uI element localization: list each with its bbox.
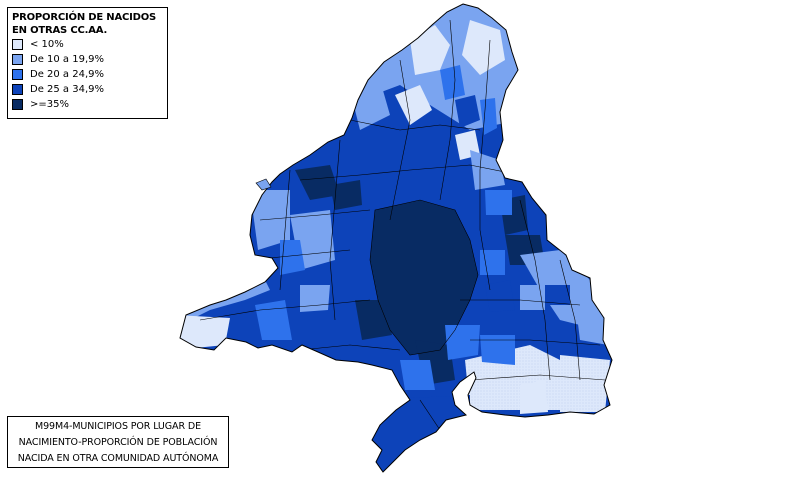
- legend-item: De 10 a 19,9%: [12, 52, 163, 67]
- legend-label: De 20 a 24,9%: [30, 68, 105, 80]
- map-legend: PROPORCIÓN DE NACIDOS EN OTRAS CC.AA. < …: [7, 7, 168, 119]
- legend-swatch: [12, 54, 23, 65]
- legend-item: De 25 a 34,9%: [12, 82, 163, 97]
- legend-item: < 10%: [12, 37, 163, 52]
- legend-swatch: [12, 84, 23, 95]
- legend-swatch: [12, 99, 23, 110]
- legend-label: De 25 a 34,9%: [30, 83, 105, 95]
- legend-item: >=35%: [12, 97, 163, 112]
- exclave: [255, 178, 272, 191]
- legend-label: De 10 a 19,9%: [30, 53, 105, 65]
- map-caption: M99M4-MUNICIPIOS POR LUGAR DE NACIMIENTO…: [7, 416, 229, 468]
- caption-line: M99M4-MUNICIPIOS POR LUGAR DE: [34, 421, 201, 432]
- legend-swatch: [12, 39, 23, 50]
- legend-swatch: [12, 69, 23, 80]
- legend-title: PROPORCIÓN DE NACIDOS EN OTRAS CC.AA.: [12, 12, 157, 36]
- caption-line: NACIDA EN OTRA COMUNIDAD AUTÓNOMA: [17, 453, 219, 464]
- legend-label: < 10%: [30, 38, 64, 50]
- caption-line: NACIMIENTO-PROPORCIÓN DE POBLACIÓN: [18, 437, 218, 448]
- region-outline: [179, 3, 613, 473]
- legend-label: >=35%: [30, 98, 69, 110]
- region-fill: [180, 4, 612, 472]
- legend-item: De 20 a 24,9%: [12, 67, 163, 82]
